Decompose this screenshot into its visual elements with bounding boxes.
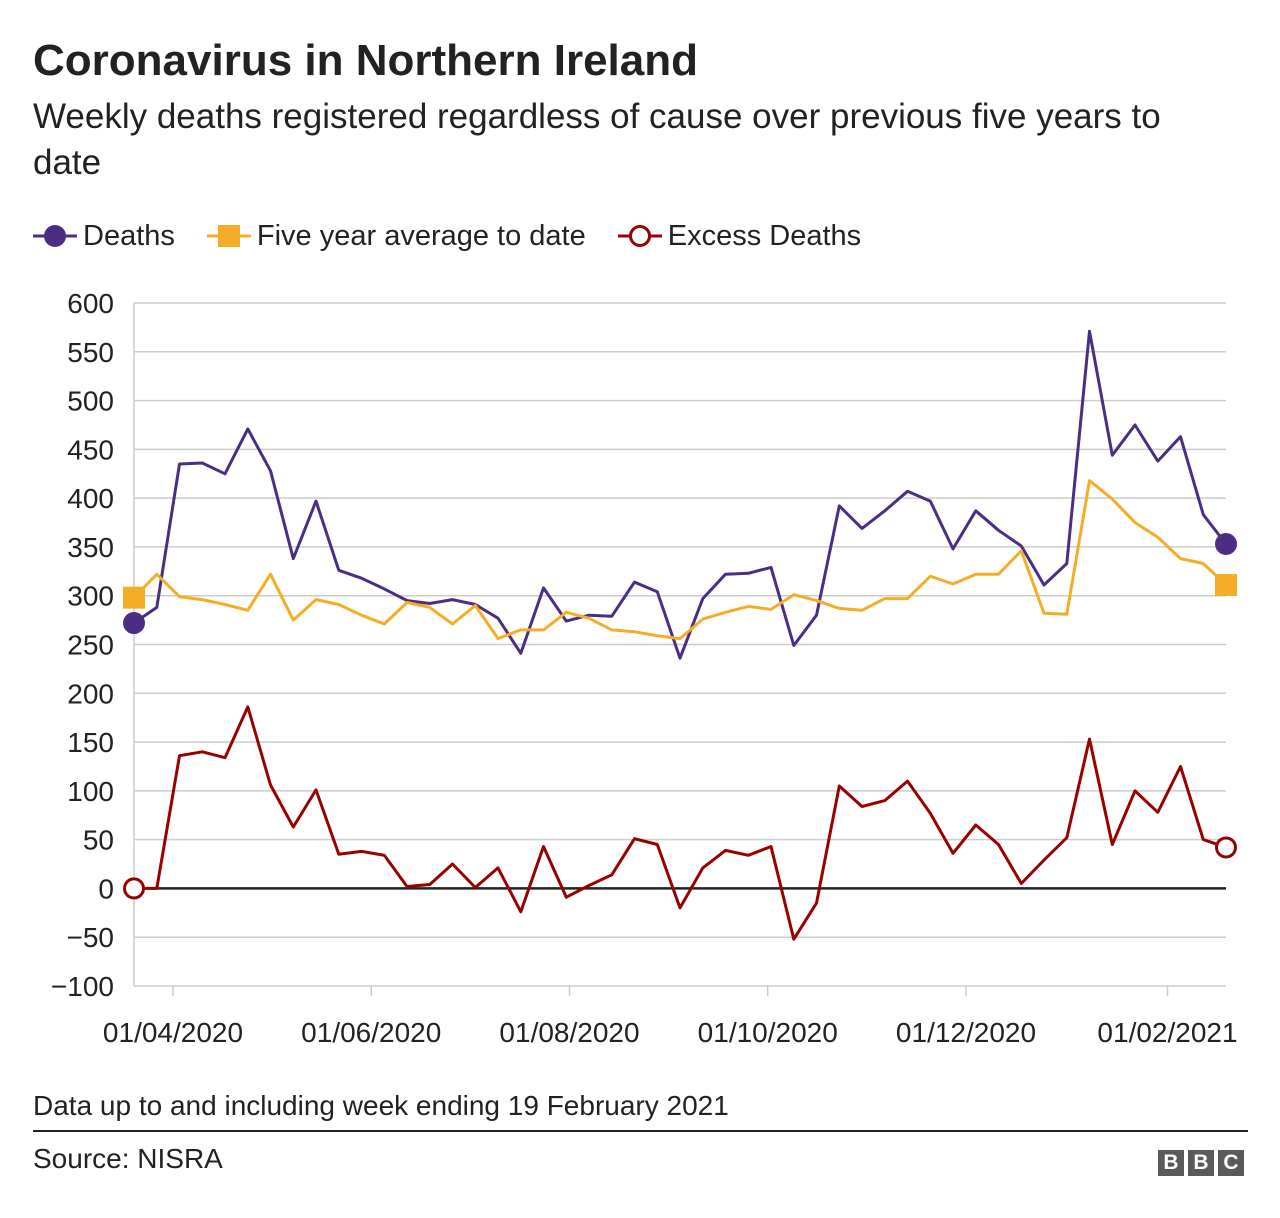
y-tick-label: −100: [51, 971, 114, 1002]
data-point-five-year-average-to-date: [1215, 573, 1237, 596]
x-tick-label: 01/12/2020: [896, 1017, 1036, 1048]
bbc-logo: B B C: [1158, 1150, 1244, 1176]
series-line-deaths: [133, 329, 1228, 660]
y-tick-label: 0: [98, 873, 114, 904]
series-line-five-year-average-to-date: [132, 479, 1228, 641]
y-tick-label: 400: [67, 483, 114, 514]
chart-title: Coronavirus in Northern Ireland: [33, 36, 698, 85]
legend-label-deaths: Deaths: [83, 219, 175, 252]
y-tick-label: 150: [67, 727, 114, 758]
y-tick-label: 450: [67, 434, 114, 465]
data-point-excess-deaths: [1215, 836, 1237, 859]
x-tick-label: 01/04/2020: [103, 1017, 243, 1048]
y-tick-label: 250: [67, 630, 114, 661]
y-tick-label: 600: [67, 288, 114, 319]
legend-item-five-year-average: Five year average to date: [206, 216, 586, 256]
bbc-logo-letter: B: [1158, 1150, 1184, 1176]
legend-label-excess-deaths: Excess Deaths: [667, 219, 862, 252]
legend-label-five-year-average: Five year average to date: [256, 219, 586, 252]
y-tick-label: 200: [67, 678, 114, 709]
legend-orange-square-icon: [206, 225, 251, 247]
y-tick-label: 350: [67, 532, 114, 563]
data-point-deaths: [1215, 533, 1237, 556]
legend-purple-circle-icon: [33, 225, 77, 247]
legend-item-excess-deaths: Excess Deaths: [617, 216, 862, 256]
y-tick-label: −50: [67, 922, 115, 953]
legend-item-deaths: Deaths: [33, 216, 175, 256]
y-tick-label: 100: [67, 776, 114, 807]
data-point-five-year-average-to-date: [123, 586, 145, 609]
bbc-logo-letter: B: [1188, 1150, 1214, 1176]
bbc-logo-letter: C: [1218, 1150, 1244, 1176]
x-tick-label: 01/06/2020: [301, 1017, 441, 1048]
y-tick-label: 500: [67, 386, 114, 417]
legend: Deaths Five year average to date Excess …: [33, 216, 893, 256]
chart-subtitle: Weekly deaths registered regardless of c…: [33, 97, 1161, 182]
y-tick-label: 550: [67, 337, 114, 368]
data-point-deaths: [123, 612, 145, 635]
x-tick-label: 01/08/2020: [499, 1017, 639, 1048]
x-tick-label: 01/02/2021: [1097, 1017, 1237, 1048]
footer-divider: [33, 1130, 1248, 1132]
x-tick-label: 01/10/2020: [698, 1017, 838, 1048]
data-note: Data up to and including week ending 19 …: [33, 1090, 729, 1121]
y-tick-label: 300: [67, 581, 114, 612]
data-point-excess-deaths: [123, 877, 145, 900]
y-tick-label: 50: [83, 825, 114, 856]
legend-open-circle-icon: [617, 225, 662, 247]
line-chart: 600550500450400350300250200150100500−50−…: [51, 288, 1238, 1048]
series-line-excess-deaths: [134, 705, 1227, 941]
source-note: Source: NISRA: [33, 1143, 223, 1174]
